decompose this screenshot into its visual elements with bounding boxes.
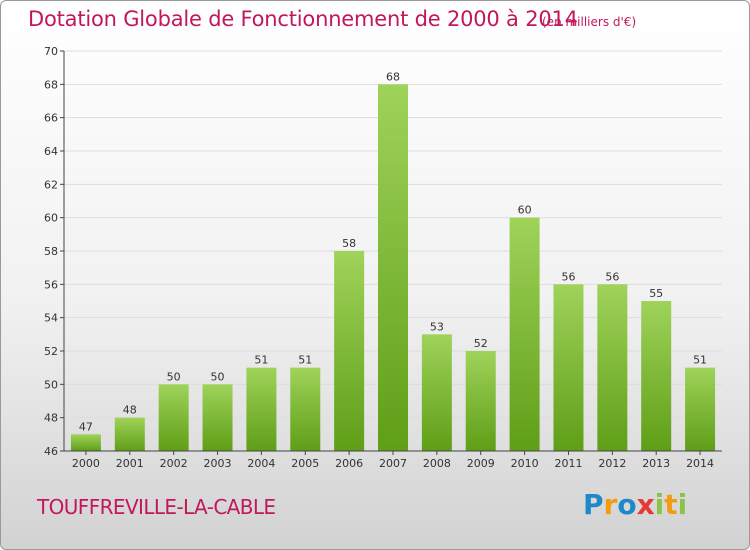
data-label: 48 — [123, 404, 137, 417]
bar — [70, 434, 101, 451]
logo-letter: t — [664, 488, 678, 521]
bar — [553, 284, 584, 451]
logo-letter: r — [603, 488, 618, 521]
bar — [685, 367, 716, 451]
data-labels: 47 48 50 50 51 51 58 68 53 52 60 56 56 55 51 — [79, 70, 707, 433]
x-tick-label: 2014 — [686, 457, 714, 470]
data-label: 50 — [211, 370, 225, 383]
bar — [290, 367, 321, 451]
bar — [246, 367, 277, 451]
x-tick-label: 2013 — [642, 457, 670, 470]
bar — [114, 417, 145, 451]
data-label: 51 — [693, 354, 707, 367]
data-label: 50 — [167, 370, 181, 383]
bar — [421, 334, 452, 451]
bar — [509, 217, 540, 451]
y-tick-label: 50 — [44, 378, 58, 391]
x-tick-label: 2005 — [291, 457, 319, 470]
chart-unit: (en milliers d'€) — [542, 15, 637, 29]
y-tick-label: 64 — [44, 145, 58, 158]
x-tick-label: 2001 — [116, 457, 144, 470]
logo-letter: P — [583, 488, 604, 521]
logo-letter: x — [636, 488, 655, 521]
logo-letter: i — [677, 488, 688, 521]
bar — [158, 384, 189, 451]
bar — [334, 251, 365, 451]
logo-letter: o — [617, 488, 637, 521]
bar — [597, 284, 628, 451]
proxiti-logo: Proxiti — [583, 488, 687, 521]
bar — [465, 351, 496, 451]
data-label: 60 — [518, 204, 532, 217]
y-tick-label: 56 — [44, 278, 58, 291]
y-tick-label: 62 — [44, 178, 58, 191]
y-tick-label: 52 — [44, 345, 58, 358]
y-tick-label: 70 — [44, 45, 58, 58]
y-tick-label: 68 — [44, 78, 58, 91]
data-label: 52 — [474, 337, 488, 350]
x-tick-label: 2010 — [511, 457, 539, 470]
y-tick-label: 54 — [44, 312, 58, 325]
x-tick-label: 2006 — [335, 457, 363, 470]
y-tick-label: 60 — [44, 212, 58, 225]
x-tick-label: 2007 — [379, 457, 407, 470]
data-label: 53 — [430, 320, 444, 333]
data-label: 58 — [342, 237, 356, 250]
y-tick-label: 58 — [44, 245, 58, 258]
x-tick-label: 2002 — [160, 457, 188, 470]
x-tick-label: 2000 — [72, 457, 100, 470]
data-label: 47 — [79, 420, 93, 433]
x-tick-labels: 2000 2001 2002 2003 2004 2005 2006 2007 2008 2009… — [72, 457, 714, 470]
x-tick-label: 2008 — [423, 457, 451, 470]
y-tick-label: 48 — [44, 412, 58, 425]
y-tick-labels: 46 48 50 52 54 56 58 60 62 64 66 68 70 — [44, 45, 58, 458]
x-tick-label: 2003 — [204, 457, 232, 470]
y-tick-label: 66 — [44, 112, 58, 125]
data-label: 55 — [649, 287, 663, 300]
y-tick-label: 46 — [44, 445, 58, 458]
bars — [70, 84, 716, 451]
x-tick-label: 2012 — [598, 457, 626, 470]
data-label: 51 — [254, 354, 268, 367]
data-label: 51 — [298, 354, 312, 367]
data-label: 56 — [561, 270, 575, 283]
bar — [641, 301, 672, 451]
x-tick-label: 2009 — [467, 457, 495, 470]
data-label: 56 — [605, 270, 619, 283]
x-tick-label: 2004 — [247, 457, 275, 470]
bar — [378, 84, 408, 451]
axes — [63, 51, 722, 452]
data-label: 68 — [386, 70, 400, 83]
chart-title: Dotation Globale de Fonctionnement de 20… — [28, 7, 578, 31]
commune-name: TOUFFREVILLE-LA-CABLE — [37, 495, 276, 519]
logo-letter: i — [654, 488, 665, 521]
x-tick-label: 2011 — [554, 457, 582, 470]
bar — [202, 384, 233, 451]
